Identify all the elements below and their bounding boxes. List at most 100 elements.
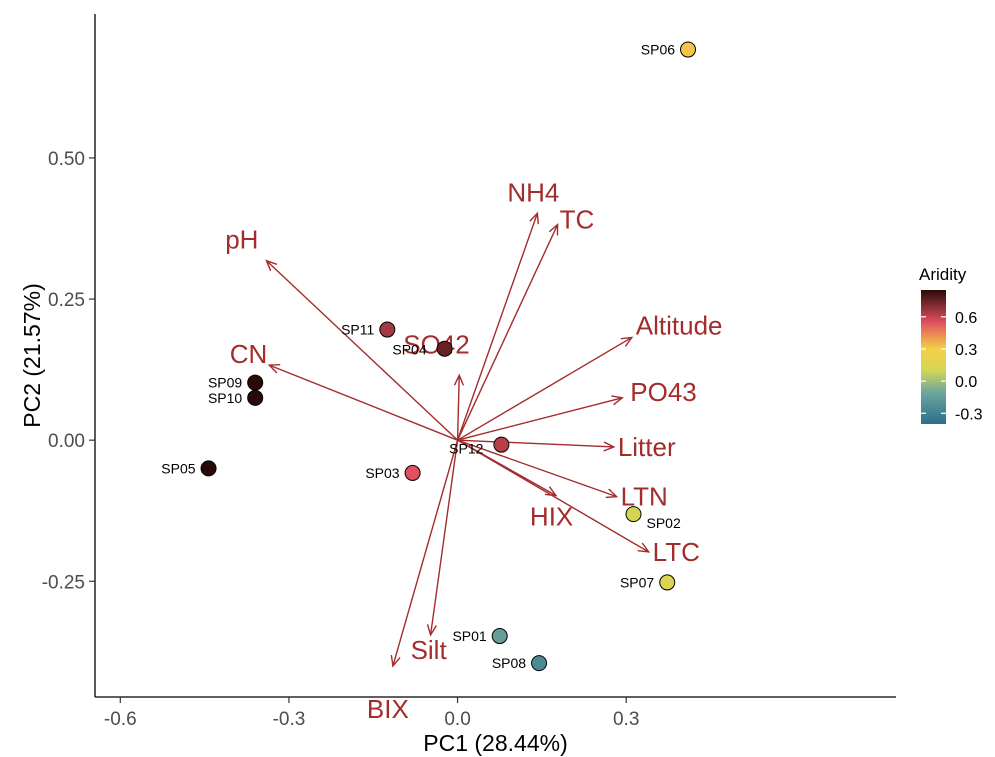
point-sp01: SP01 xyxy=(452,628,508,645)
vector-arrowhead xyxy=(603,441,616,452)
vector-label: BIX xyxy=(367,694,409,724)
vector-arrowhead xyxy=(611,395,624,406)
vector-altitude: Altitude xyxy=(457,310,723,441)
vector-po43: PO43 xyxy=(457,377,697,441)
vector-line xyxy=(457,397,623,441)
x-tick-label: 0.3 xyxy=(613,709,639,730)
y-tick-label: 0.25 xyxy=(48,290,85,311)
point-label: SP07 xyxy=(620,574,654,590)
y-axis-title: PC2 (21.57%) xyxy=(19,283,45,427)
vector-line xyxy=(456,375,460,441)
point-sp11: SP11 xyxy=(341,321,396,338)
vector-arrowhead xyxy=(529,211,539,225)
x-tick-label: 0.0 xyxy=(444,709,470,730)
vector-hix: HIX xyxy=(457,439,573,531)
vector-arrowhead xyxy=(267,363,281,374)
point-sp07: SP07 xyxy=(620,574,676,591)
vector-label: PO43 xyxy=(630,377,697,407)
point-sp03: SP03 xyxy=(365,464,421,481)
vector-label: Litter xyxy=(618,432,676,462)
vector-label: HIX xyxy=(530,501,573,531)
vector-arrowhead xyxy=(548,222,559,236)
vector-line xyxy=(457,439,617,498)
vector-arrowhead xyxy=(453,373,465,386)
vector-line xyxy=(457,439,650,553)
vector-arrowhead xyxy=(265,259,278,272)
point-label: SP12 xyxy=(449,441,483,457)
y-tick-label: 0.50 xyxy=(48,149,85,170)
vector-label: TC xyxy=(560,205,595,235)
point-marker xyxy=(247,374,264,391)
vector-arrowhead xyxy=(605,488,619,499)
vector-line xyxy=(265,260,459,441)
point-sp12: SP12 xyxy=(449,436,510,457)
point-label: SP10 xyxy=(208,390,242,406)
point-label: SP01 xyxy=(452,628,486,644)
point-marker xyxy=(379,321,396,338)
point-marker xyxy=(493,436,510,453)
point-marker xyxy=(247,389,264,406)
vector-label: CN xyxy=(230,339,268,369)
point-sp05: SP05 xyxy=(161,460,217,477)
x-axis-title: PC1 (28.44%) xyxy=(423,730,567,756)
vector-line xyxy=(456,224,559,441)
vector-arrowhead xyxy=(637,542,651,553)
point-marker xyxy=(531,655,548,672)
point-marker xyxy=(200,460,217,477)
vector-label: pH xyxy=(225,225,258,255)
point-label: SP03 xyxy=(365,465,399,481)
point-sp06: SP06 xyxy=(641,41,697,58)
colorbar-tick-label: 0.0 xyxy=(955,374,977,391)
vector-bix: BIX xyxy=(367,439,459,724)
vector-label: Altitude xyxy=(636,310,723,340)
point-label: SP09 xyxy=(208,375,242,391)
colorbar-tick-label: 0.6 xyxy=(955,310,977,327)
colorbar-tick-label: 0.3 xyxy=(955,342,977,359)
point-label: SP04 xyxy=(392,342,426,358)
vector-silt: Silt xyxy=(411,440,459,665)
vector-line xyxy=(429,440,459,636)
legend-title: Aridity xyxy=(919,265,967,284)
vector-arrowhead xyxy=(390,654,401,668)
vector-line xyxy=(392,439,459,667)
y-tick-label: -0.25 xyxy=(42,572,85,593)
vector-label: NH4 xyxy=(507,177,559,207)
vector-nh4: NH4 xyxy=(456,177,559,441)
vector-tc: TC xyxy=(456,205,595,441)
point-marker xyxy=(436,340,453,357)
point-sp04: SP04 xyxy=(392,340,453,358)
point-label: SP05 xyxy=(161,460,195,476)
x-tick-label: -0.6 xyxy=(104,709,137,730)
point-sp08: SP08 xyxy=(492,655,548,672)
point-marker xyxy=(404,464,421,481)
vector-arrowhead xyxy=(544,486,558,497)
point-marker xyxy=(491,628,508,645)
vector-label: LTC xyxy=(653,537,700,567)
vector-ph: pH xyxy=(225,225,459,441)
x-tick-label: -0.3 xyxy=(273,709,306,730)
vector-line xyxy=(456,213,539,441)
point-sp10: SP10 xyxy=(208,389,264,406)
point-marker xyxy=(659,574,676,591)
point-marker xyxy=(680,41,697,58)
vector-arrowhead xyxy=(620,336,634,347)
vector-label: SO42 xyxy=(403,329,470,359)
vector-cn: CN xyxy=(230,339,458,441)
y-tick-label: 0.00 xyxy=(48,431,85,452)
vector-line xyxy=(268,364,458,441)
point-label: SP02 xyxy=(646,515,680,531)
point-label: SP06 xyxy=(641,42,675,58)
point-sp09: SP09 xyxy=(208,374,264,391)
vector-ltn: LTN xyxy=(457,439,668,512)
point-label: SP08 xyxy=(492,655,526,671)
point-marker xyxy=(625,506,642,523)
colorbar-tick-label: -0.3 xyxy=(955,406,983,423)
vector-ltc: LTC xyxy=(457,439,700,567)
colorbar xyxy=(921,290,946,424)
point-label: SP11 xyxy=(341,322,374,338)
vector-label: Silt xyxy=(411,635,448,665)
vector-so42: SO42 xyxy=(403,329,470,441)
vector-label: LTN xyxy=(621,482,668,512)
point-sp02: SP02 xyxy=(625,506,681,531)
